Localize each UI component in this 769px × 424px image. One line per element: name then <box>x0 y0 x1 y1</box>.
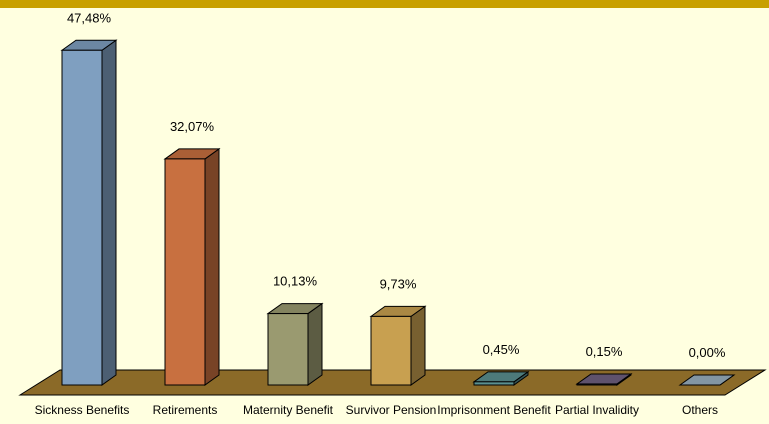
value-label: 10,13% <box>273 274 318 289</box>
bar <box>60 39 118 386</box>
value-label: 9,73% <box>380 276 417 291</box>
x-tick-label: Survivor Pension <box>346 403 437 417</box>
x-tick-label: Sickness Benefits <box>35 403 130 417</box>
bar <box>575 372 633 386</box>
value-label: 32,07% <box>170 119 215 134</box>
bar <box>163 147 221 386</box>
value-label: 0,15% <box>586 344 623 359</box>
value-label: 0,45% <box>483 342 520 357</box>
bar-front <box>473 381 515 386</box>
bar-front <box>267 313 309 386</box>
bar-side <box>410 305 426 386</box>
bar <box>472 370 530 386</box>
bar-side <box>204 147 220 386</box>
x-tick-label: Others <box>682 403 718 417</box>
value-label: 47,48% <box>67 10 112 25</box>
bar-front <box>61 49 103 386</box>
top-band <box>0 0 769 8</box>
bar-front <box>576 383 618 386</box>
bar <box>266 302 324 386</box>
bar-side <box>307 302 323 386</box>
value-label: 0,00% <box>689 345 726 360</box>
bar <box>369 305 427 386</box>
x-tick-label: Imprisonment Benefit <box>437 403 551 417</box>
bar-front <box>164 158 206 386</box>
x-tick-label: Retirements <box>153 403 218 417</box>
bar-side <box>101 39 117 386</box>
bar <box>678 374 736 386</box>
bar-top <box>678 374 736 386</box>
x-tick-label: Partial Invalidity <box>555 403 639 417</box>
bar-front <box>370 315 412 386</box>
x-tick-label: Maternity Benefit <box>243 403 334 417</box>
